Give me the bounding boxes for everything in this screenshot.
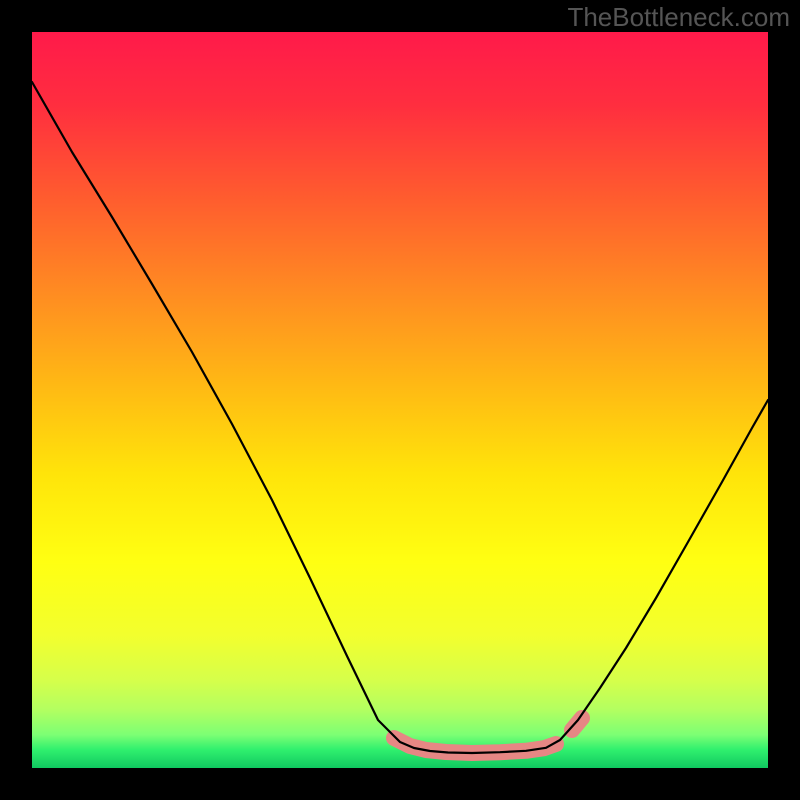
bottleneck-chart bbox=[0, 0, 800, 800]
chart-stage: TheBottleneck.com bbox=[0, 0, 800, 800]
plot-background bbox=[32, 32, 768, 768]
watermark-text: TheBottleneck.com bbox=[567, 2, 790, 33]
